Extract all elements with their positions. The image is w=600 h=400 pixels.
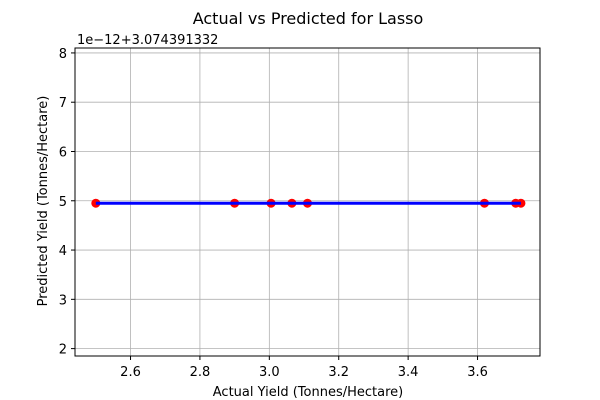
y-tick-label: 5 [59, 195, 67, 210]
x-tick-label: 2.6 [120, 365, 141, 380]
plot-data [91, 198, 526, 208]
x-tick-label: 3.4 [398, 365, 419, 380]
y-axis-offset-label: 1e−12+3.074391332 [77, 33, 218, 48]
x-tick-label: 3.6 [467, 365, 488, 380]
y-tick-label: 8 [59, 47, 67, 62]
plot-frame [74, 47, 541, 357]
x-tick-label: 2.8 [190, 365, 211, 380]
y-tick-label: 4 [59, 244, 67, 259]
chart-title: Actual vs Predicted for Lasso [193, 9, 424, 28]
y-axis-title: Predicted Yield (Tonnes/Hectare) [36, 96, 51, 307]
axis-ticks: 2.6 2.8 3.0 3.2 3.4 3.6 2 3 4 5 6 7 8 [59, 47, 488, 380]
y-tick-label: 7 [59, 96, 67, 111]
y-tick-label: 3 [59, 293, 67, 308]
x-tick-label: 3.2 [328, 365, 349, 380]
y-tick-label: 6 [59, 145, 67, 160]
y-tick-label: 2 [59, 343, 67, 358]
x-axis-title: Actual Yield (Tonnes/Hectare) [213, 385, 403, 400]
x-tick-label: 3.0 [259, 365, 280, 380]
